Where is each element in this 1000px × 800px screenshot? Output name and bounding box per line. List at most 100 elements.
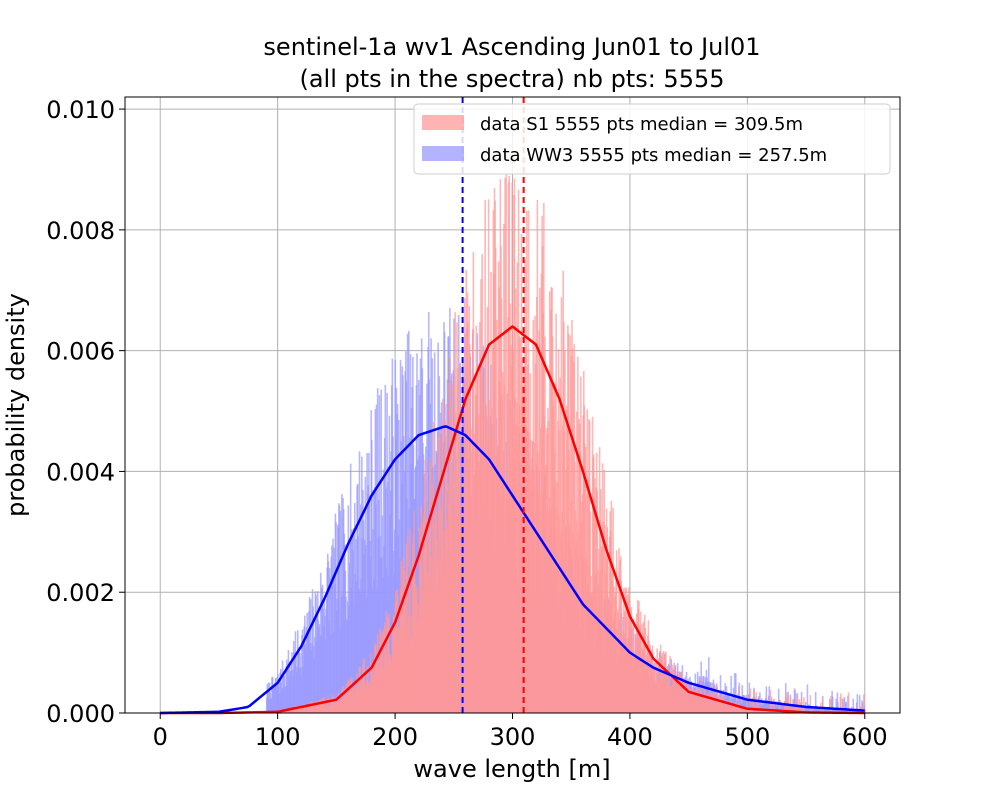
histogram-bar [796, 693, 799, 713]
histogram-bar [504, 177, 506, 713]
histogram-bar [735, 702, 737, 713]
histogram-bar [863, 694, 865, 713]
histogram-bar [858, 695, 861, 713]
histogram-bar [302, 704, 304, 713]
histogram-bar [751, 700, 754, 713]
histogram-bar [847, 692, 850, 713]
histogram-bar [755, 692, 758, 713]
histogram-bar [843, 696, 846, 713]
x-tick-label: 300 [490, 723, 536, 751]
histogram-bar [799, 702, 802, 713]
chart-title-line2: (all pts in the spectra) nb pts: 5555 [299, 65, 724, 93]
histogram-bar [806, 684, 809, 713]
histogram-bar [406, 536, 409, 713]
histogram-bar [733, 673, 736, 713]
histogram-bar [746, 696, 748, 713]
histogram-bar [864, 710, 866, 713]
histogram-bar [768, 686, 771, 713]
histogram-bar [548, 291, 551, 713]
y-tick-label: 0.000 [46, 700, 115, 728]
y-tick-label: 0.008 [46, 217, 115, 245]
histogram-bar [437, 437, 439, 713]
histogram-bar [840, 693, 842, 713]
histogram-bar [375, 404, 378, 713]
histogram-bar [852, 698, 855, 713]
histogram-bar [786, 692, 788, 713]
histogram-bar [835, 698, 838, 713]
legend-swatch-s1 [422, 115, 464, 130]
histogram-bar [797, 708, 799, 713]
histogram-bar [783, 702, 786, 713]
histogram-bar [651, 645, 654, 713]
histogram-bar [526, 210, 528, 713]
histogram-bar [803, 697, 805, 713]
histogram-bar [790, 705, 792, 713]
histogram-bar [748, 682, 751, 713]
histogram-bar [295, 706, 297, 713]
histogram-bar [267, 682, 270, 713]
histogram-bar [332, 538, 334, 713]
x-tick-label: 0 [153, 723, 168, 751]
legend-label-ww3: data WW3 5555 pts median = 257.5m [480, 145, 827, 166]
histogram-bar [342, 686, 344, 713]
histogram-bar [759, 692, 761, 713]
histogram-bar [665, 651, 667, 713]
histogram-bar [571, 348, 574, 713]
y-tick-label: 0.002 [46, 579, 115, 607]
histogram-bar [311, 702, 313, 713]
y-tick-label: 0.004 [46, 458, 115, 486]
histogram-bar [821, 698, 824, 713]
legend: data S1 5555 pts median = 309.5m data WW… [413, 103, 891, 175]
histogram-bar [338, 505, 341, 713]
histogram-bar [837, 702, 839, 713]
histogram-bar [814, 692, 817, 713]
histogram-bar [409, 528, 411, 713]
legend-swatch-ww3 [422, 146, 464, 161]
histogram-bar [757, 699, 760, 713]
histogram-bar [618, 548, 620, 713]
histogram-bar [779, 701, 781, 713]
histogram-bar [332, 695, 334, 713]
x-tick-label: 400 [607, 723, 653, 751]
y-axis-label: probability density [2, 293, 30, 517]
histogram-bar [770, 696, 773, 713]
histogram-bar [845, 701, 847, 713]
legend-label-s1: data S1 5555 pts median = 309.5m [480, 114, 803, 135]
y-tick-label: 0.006 [46, 338, 115, 366]
histogram-s1 [277, 174, 866, 714]
histogram-bar [380, 389, 382, 713]
histogram-bar [358, 451, 361, 713]
chart-title-line1: sentinel-1a wv1 Ascending Jun01 to Jul01 [263, 33, 760, 61]
pdf-line [160, 325, 865, 715]
histogram-bar [828, 698, 831, 713]
pdf-line [160, 425, 865, 715]
x-axis-label: wave length [m] [413, 755, 610, 783]
median-lines [461, 97, 525, 713]
histogram-bar [560, 297, 563, 713]
x-tick-label: 500 [724, 723, 770, 751]
ticks-layer: 0 100 200 300 400 500 600 0.000 0.002 0.004 0.006 0… [46, 96, 887, 751]
histogram-bar [732, 687, 735, 713]
histogram-bar [382, 629, 385, 713]
histogram-bar [735, 673, 737, 713]
histogram-bar [671, 664, 674, 713]
x-tick-label: 600 [842, 723, 888, 751]
histogram-bar [830, 695, 832, 713]
histogram-bar [406, 333, 409, 713]
histogram-bar [327, 697, 330, 713]
pdf-lines [160, 325, 865, 715]
x-tick-label: 200 [372, 723, 418, 751]
histogram-bar [724, 683, 727, 713]
histogram-bar [294, 706, 296, 713]
histogram-bar [737, 686, 740, 713]
histogram-bar [669, 656, 671, 713]
histogram-bar [644, 627, 647, 713]
histogram-bar [371, 440, 373, 713]
histogram-bar [586, 409, 589, 713]
y-tick-label: 0.010 [46, 96, 115, 124]
histogram-bar [612, 507, 614, 713]
histogram-bar [842, 699, 845, 713]
histogram-bar [505, 174, 508, 714]
